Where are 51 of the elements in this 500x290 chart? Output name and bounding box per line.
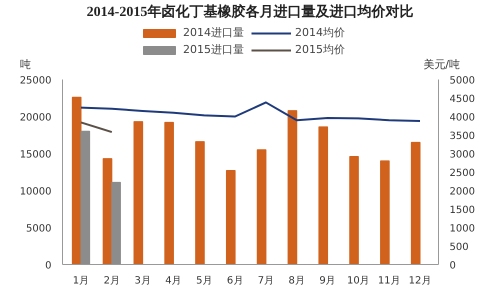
y2-tick-label: 1500 [450,205,475,216]
x-tick-label: 5月 [196,276,212,286]
x-tick-label: 9月 [319,276,336,286]
y2-tick-label: 3000 [450,150,475,160]
x-tick-label: 2月 [104,276,120,286]
y2-tick-label: 2000 [450,186,475,198]
x-tick-label: 12月 [408,276,432,286]
y2-tick-label: 3500 [450,131,475,142]
x-tick-label: 4月 [165,276,182,286]
legend-label: 2015均价 [295,42,346,57]
legend-label: 2014均价 [295,25,346,40]
legend-label: 2015进口量 [183,42,245,57]
bar [80,130,90,264]
y-axis-title: 吨 [20,57,31,73]
x-tick-label: 1月 [72,276,90,286]
bar [102,158,112,264]
bar [72,96,82,264]
bar [380,160,390,264]
y2-tick-label: 4500 [450,94,475,105]
bar [410,142,421,264]
y-tick-label: 20000 [20,112,52,124]
y2-tick-label: 1000 [450,224,475,234]
y2-tick-label: 5000 [450,76,475,86]
bar [318,126,328,264]
bar [134,121,144,264]
y-tick-label: 15000 [20,150,52,160]
bar [256,149,266,264]
y-tick-label: 10000 [20,186,52,198]
y-tick-label: 25000 [20,76,52,86]
bar [349,156,359,264]
x-tick-label: 3月 [134,276,151,286]
y-tick-label: 0 [45,260,52,272]
x-tick-label: 8月 [288,276,305,286]
y2-tick-label: 0 [450,260,456,272]
x-tick-label: 6月 [226,276,244,286]
legend-label: 2014进口量 [183,25,245,40]
x-tick-label: 7月 [258,276,274,286]
y2-tick-label: 4000 [450,112,475,124]
y2-tick-label: 2500 [450,168,475,179]
bar [111,182,121,264]
bar [226,170,236,264]
bar [288,110,298,264]
chart-title: 2014-2015年卤化丁基橡胶各月进口量及进口均价对比 [86,3,414,22]
x-tick-label: 10月 [347,276,370,286]
y2-axis-title: 美元/吨 [423,57,460,73]
y-tick-label: 5000 [26,224,52,234]
bar [164,122,174,264]
line-series [80,101,422,122]
bar [195,141,205,264]
y2-tick-label: 500 [450,242,469,253]
x-tick-label: 11月 [378,276,401,286]
